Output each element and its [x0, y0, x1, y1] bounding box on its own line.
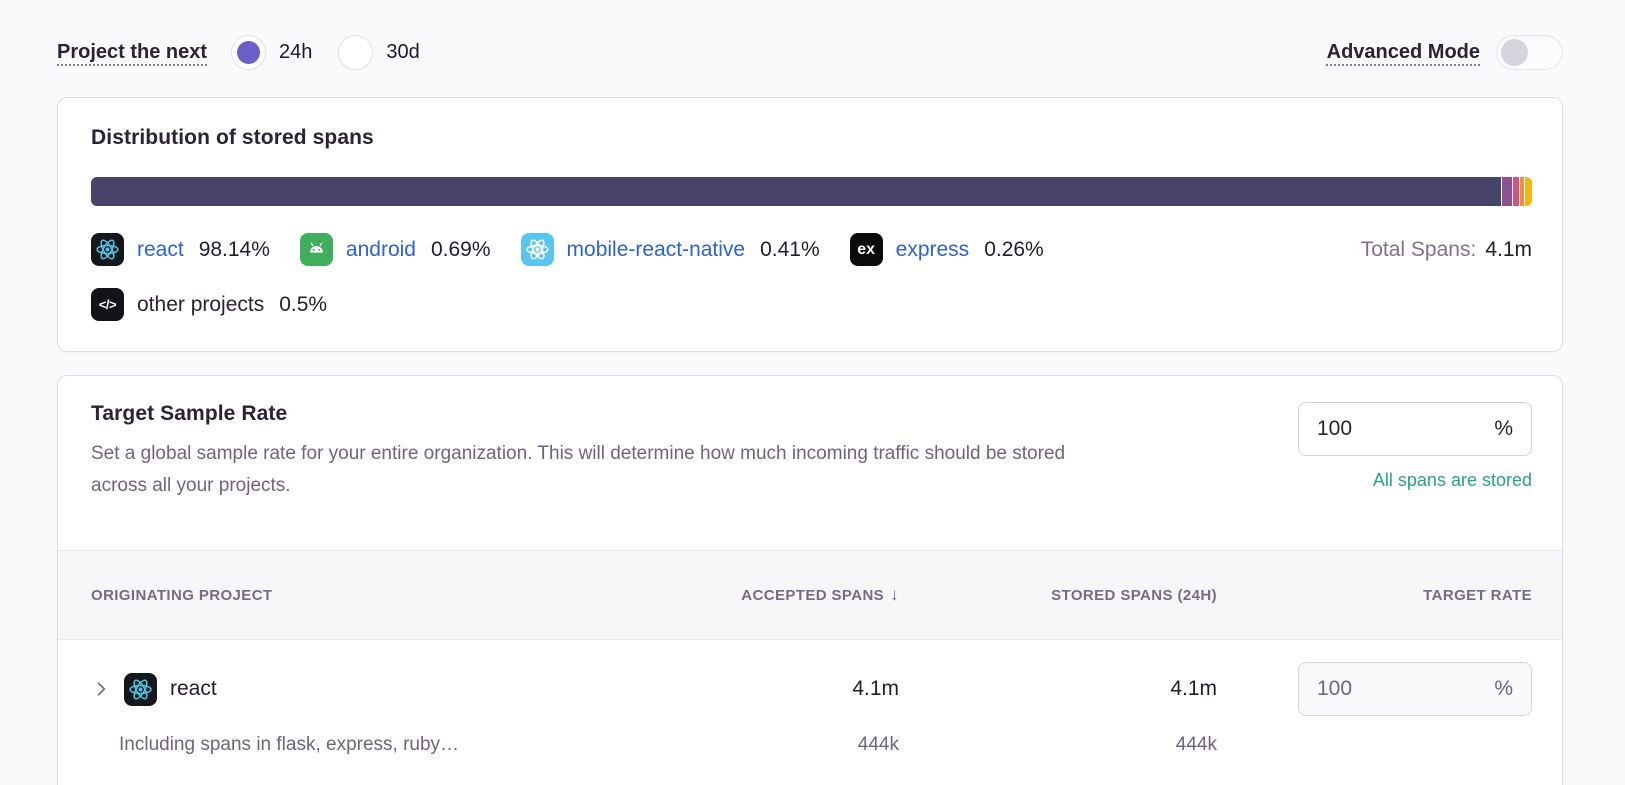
project-rate-field: %	[1298, 662, 1532, 716]
sort-desc-icon: ↓	[890, 585, 899, 604]
radio-30d-label[interactable]: 30d	[386, 40, 420, 63]
rate-status-text: All spans are stored	[1372, 470, 1532, 490]
distribution-title: Distribution of stored spans	[91, 126, 374, 149]
rate-card-header: Target Sample Rate Set a global sample r…	[58, 376, 1562, 502]
subrow-accepted-value: 444k	[857, 734, 899, 755]
project-name[interactable]: react	[170, 677, 217, 700]
advanced-mode-label: Advanced Mode	[1326, 40, 1480, 63]
expand-chevron-icon[interactable]	[91, 679, 111, 699]
legend-project-label: other projects	[137, 292, 265, 316]
column-header-rate: Target Rate	[1423, 586, 1532, 604]
legend-item-express: ex express 0.26%	[849, 233, 1044, 266]
global-rate-input[interactable]	[1317, 417, 1495, 441]
react-icon	[91, 233, 124, 266]
accepted-spans-value: 4.1m	[852, 677, 899, 700]
projection-controls: Project the next 24h 30d Advanced Mode	[57, 30, 1563, 74]
stored-spans-value: 4.1m	[1170, 677, 1217, 700]
legend-project-link[interactable]: android	[345, 237, 416, 261]
bar-segment-react[interactable]	[91, 177, 1502, 206]
radio-24h-circle[interactable]	[231, 34, 267, 70]
total-spans: Total Spans: 4.1m	[1361, 238, 1532, 262]
distribution-legend: react 98.14% android 0.69%	[91, 233, 1532, 321]
sampling-settings-page: Project the next 24h 30d Advanced Mode D…	[0, 30, 1625, 785]
legend-project-link[interactable]: mobile-react-native	[566, 237, 746, 261]
legend-item-mobile-react-native: mobile-react-native 0.41%	[520, 233, 820, 266]
legend-percent: 0.69%	[430, 237, 491, 261]
subrow-note: Including spans in flask, express, ruby…	[119, 734, 460, 755]
column-header-stored: Stored Spans (24h)	[1051, 586, 1217, 604]
sample-rate-title: Target Sample Rate	[91, 402, 288, 425]
project-subrow-react: Including spans in flask, express, ruby……	[58, 724, 1562, 766]
legend-item-react: react 98.14%	[91, 233, 270, 266]
bar-segment-express[interactable]	[1520, 177, 1524, 206]
total-spans-value: 4.1m	[1485, 237, 1532, 261]
project-the-next-label: Project the next	[57, 40, 208, 63]
project-rate-input[interactable]	[1317, 677, 1495, 701]
advanced-mode-control: Advanced Mode	[1326, 34, 1563, 70]
code-icon: </>	[91, 288, 124, 321]
legend-percent: 0.26%	[984, 237, 1044, 261]
period-radio-group: 24h 30d	[231, 34, 420, 70]
percent-suffix: %	[1494, 677, 1513, 700]
subrow-stored-value: 444k	[1175, 734, 1217, 755]
legend-item-other-projects: </> other projects 0.5%	[91, 288, 1532, 321]
radio-30d[interactable]: 30d	[338, 34, 420, 70]
rate-input-block: % All spans are stored	[1298, 402, 1532, 502]
express-icon: ex	[849, 233, 883, 266]
android-icon	[299, 233, 333, 266]
radio-30d-circle[interactable]	[338, 34, 374, 70]
radio-24h[interactable]: 24h	[231, 34, 313, 70]
project-cell: react	[58, 672, 679, 706]
advanced-mode-toggle[interactable]	[1496, 34, 1563, 70]
target-sample-rate-card: Target Sample Rate Set a global sample r…	[57, 375, 1563, 785]
legend-percent: 0.5%	[279, 292, 328, 316]
project-row-react: react 4.1m 4.1m %	[58, 660, 1562, 718]
react-native-icon	[520, 233, 554, 266]
rate-card-text: Target Sample Rate Set a global sample r…	[91, 402, 1101, 502]
react-icon	[124, 672, 157, 706]
distribution-card: Distribution of stored spans react 98.14…	[57, 97, 1563, 352]
legend-percent: 0.41%	[760, 237, 820, 261]
toggle-knob	[1501, 38, 1528, 66]
legend-percent: 98.14%	[198, 237, 270, 261]
sample-rate-description: Set a global sample rate for your entire…	[91, 443, 1066, 496]
radio-24h-label[interactable]: 24h	[279, 40, 313, 63]
legend-project-link[interactable]: express	[895, 237, 970, 261]
row-rate-cell: %	[1217, 662, 1562, 716]
legend-item-android: android 0.69%	[299, 233, 491, 266]
column-header-project: Originating Project	[91, 586, 273, 604]
total-spans-label: Total Spans:	[1360, 237, 1477, 261]
spans-table-header: Originating Project Accepted Spans ↓ Stor…	[58, 550, 1562, 640]
legend-project-link[interactable]: react	[137, 237, 184, 261]
bar-segment-other[interactable]	[1524, 177, 1532, 206]
stored-spans-bar	[91, 177, 1532, 206]
global-rate-field: %	[1298, 402, 1532, 456]
bar-segment-mobile-react-native[interactable]	[1513, 177, 1520, 206]
percent-suffix: %	[1494, 417, 1513, 440]
bar-segment-android[interactable]	[1502, 177, 1513, 206]
column-header-accepted[interactable]: Accepted Spans ↓	[741, 585, 899, 604]
